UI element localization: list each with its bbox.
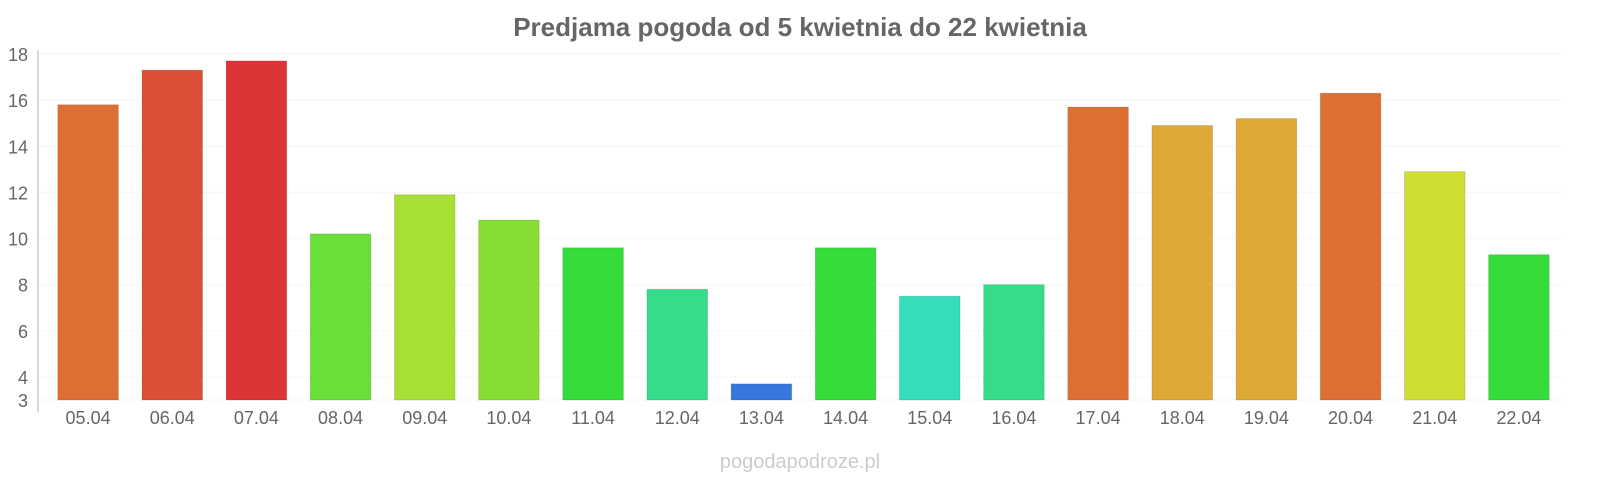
bar-16.04 [983,284,1045,401]
x-tick-label: 19.04 [1244,408,1289,428]
bar-05.04 [57,104,119,401]
bar-19.04 [1235,118,1298,401]
x-tick-label: 10.04 [486,408,531,428]
x-tick-label: 21.04 [1412,408,1457,428]
x-tick-label: 20.04 [1328,408,1373,428]
y-tick-label: 18 [8,45,28,65]
x-tick-label: 05.04 [66,408,111,428]
bar-21.04 [1403,171,1466,401]
x-tick-label: 09.04 [402,408,447,428]
bar-14.04 [814,247,877,401]
y-tick-label: 4 [18,368,28,388]
y-tick-label: 16 [8,91,28,111]
x-tick-label: 16.04 [991,408,1036,428]
y-tick-label: 10 [8,230,28,250]
bar-09.04 [393,194,456,401]
footer-watermark: pogodapodroze.pl [720,451,880,473]
bar-17.04 [1067,106,1129,401]
y-tick-label: 6 [18,322,28,342]
y-tick-label: 12 [8,183,28,203]
x-tick-label: 07.04 [234,408,279,428]
x-tick-label: 22.04 [1496,408,1541,428]
bar-22.04 [1488,254,1550,401]
bar-12.04 [646,288,709,401]
x-tick-label: 15.04 [907,408,952,428]
x-tick-label: 18.04 [1160,408,1205,428]
bar-15.04 [898,295,961,401]
x-tick-label: 06.04 [150,408,195,428]
x-tick-label: 13.04 [739,408,784,428]
y-tick-label: 3 [18,391,28,411]
bar-06.04 [141,69,204,401]
y-tick-label: 14 [8,137,28,157]
y-tick-label: 8 [18,276,28,296]
bar-07.04 [225,60,288,401]
x-tick-label: 17.04 [1076,408,1121,428]
bar-11.04 [562,247,624,401]
bar-10.04 [478,219,540,401]
x-tick-label: 08.04 [318,408,363,428]
bar-13.04 [730,383,793,401]
x-tick-label: 12.04 [655,408,700,428]
bar-08.04 [309,233,372,401]
chart-title: Predjama pogoda od 5 kwietnia do 22 kwie… [513,12,1087,42]
x-tick-label: 14.04 [823,408,868,428]
x-tick-label: 11.04 [571,408,615,428]
bar-18.04 [1151,125,1214,401]
bar-20.04 [1319,92,1382,401]
